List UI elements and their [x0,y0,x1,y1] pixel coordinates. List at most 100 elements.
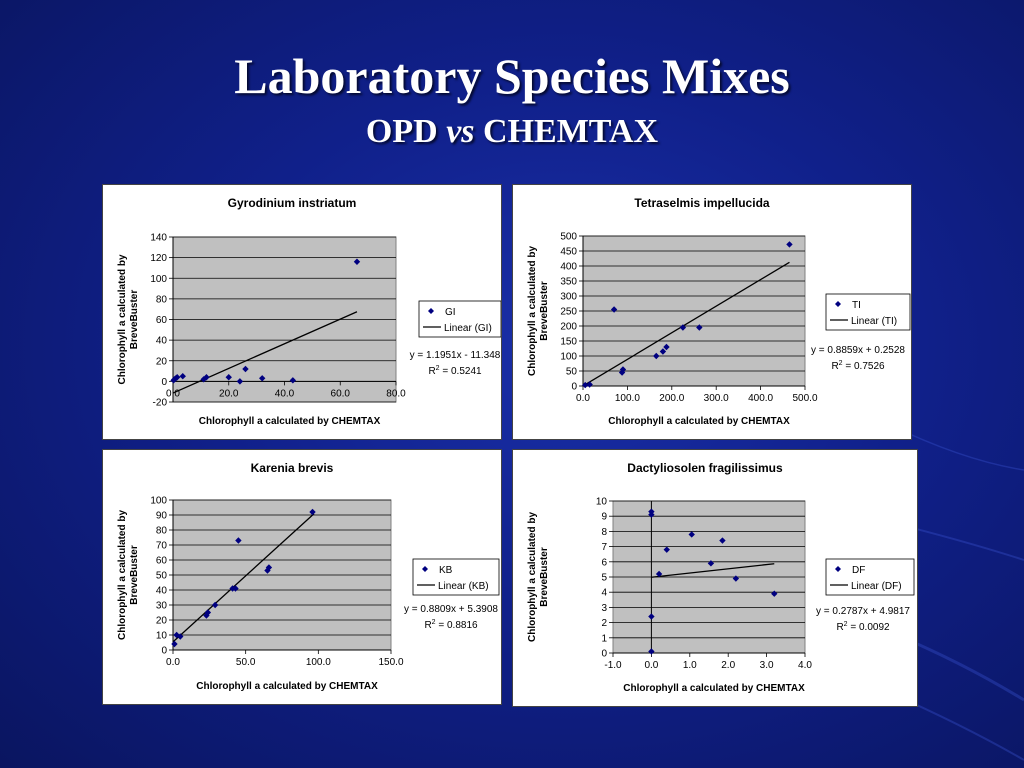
y-axis-title-line: BreveBuster [129,290,140,350]
x-axis-title: Chlorophyll a calculated by CHEMTAX [623,683,805,694]
r-squared: R2 = 0.7526 [831,360,885,372]
y-tick-label: 70 [156,541,168,552]
y-tick-label: 0 [571,382,577,393]
y-tick-label: 5 [601,573,607,584]
x-tick-label: 20.0 [219,388,239,399]
y-tick-label: -20 [153,398,168,409]
y-tick-label: 100 [150,496,167,507]
y-tick-label: 80 [156,526,168,537]
y-tick-label: 40 [156,336,168,347]
subtitle-vs: vs [446,113,475,150]
data-point [236,378,244,385]
x-tick-label: 60.0 [331,388,351,399]
y-tick-label: 100 [560,352,577,363]
chart-title: Gyrodinium instriatum [228,196,357,210]
y-axis-title-line: Chlorophyll a calculated by [527,512,538,642]
scatter-chart-gyrodinium: Gyrodinium instriatum -20 0 20 40 60 80 100 120 1… [117,196,501,427]
legend-marker [428,308,434,314]
x-tick-label: 0.0 [166,388,180,399]
data-point [232,585,239,592]
x-tick-label: 0.0 [576,393,590,404]
data-point [353,258,361,265]
data-point [309,508,316,516]
data-point [173,374,181,381]
y-tick-label: 450 [560,247,577,258]
y-tick-label: 150 [560,337,577,348]
trendline [582,261,790,387]
y-tick-label: 500 [560,232,577,243]
y-axis-title-line: BreveBuster [129,545,140,605]
legend-trendline-label: Linear (GI) [444,323,492,334]
x-tick-label: 400.0 [748,393,773,404]
y-tick-label: 100 [150,274,167,285]
y-tick-label: 0 [161,377,167,388]
y-axis-title-line: Chlorophyll a calculated by [527,246,538,376]
x-axis-title: Chlorophyll a calculated by CHEMTAX [196,681,378,692]
data-point [203,612,210,619]
scatter-chart-tetraselmis: Tetraselmis impellucida 0 50 100 150 200 250 30… [527,196,911,427]
legend-trendline-label: Linear (KB) [438,581,489,592]
y-tick-label: 400 [560,262,577,273]
scatter-chart-dactyliosolen: Dactyliosolen fragilissimus 0 1 2 3 4 5 6 7 8 9 10 -… [527,461,915,694]
legend-box [412,558,500,596]
chart-panel-karenia: Karenia brevis 0 10 20 30 40 50 60 70 80 90 100 0.0 5… [102,449,502,705]
data-point [200,376,207,383]
y-tick-label: 10 [156,631,168,642]
x-tick-label: 40.0 [275,388,295,399]
legend-marker [835,301,841,307]
legend-series-label: GI [445,307,456,318]
y-axis-title: Chlorophyll a calculated byBreveBuster [527,246,550,376]
x-tick-label: 100.0 [306,657,331,668]
data-point [653,352,660,360]
chart-title: Tetraselmis impellucida [634,196,769,210]
x-tick-label: 4.0 [798,660,812,671]
trendline-equation: y = 0.8859x + 0.2528 [811,345,905,356]
x-tick-label: 80.0 [386,388,406,399]
data-point [259,375,266,382]
y-axis-title-line: BreveBuster [539,281,550,341]
x-tick-label: 300.0 [704,393,729,404]
r-squared: R2 = 0.5241 [428,365,482,377]
y-axis-title: Chlorophyll a calculated byBreveBuster [117,510,140,640]
y-tick-label: 60 [156,556,168,567]
data-point [235,537,242,544]
x-tick-label: 200.0 [659,393,684,404]
trendline [172,513,315,643]
chart-panel-dactyliosolen: Dactyliosolen fragilissimus 0 1 2 3 4 5 6 7 8 9 10 -… [512,449,918,707]
y-axis-title-line: Chlorophyll a calculated by [117,254,128,384]
subtitle-suffix: CHEMTAX [483,113,659,150]
data-point [204,609,212,616]
legend-box [418,300,501,338]
data-point [289,377,297,384]
y-tick-label: 60 [156,315,168,326]
y-tick-label: 8 [601,527,607,538]
subtitle-prefix: OPD [365,113,438,150]
x-tick-label: 50.0 [236,657,256,668]
chart-title: Dactyliosolen fragilissimus [627,461,783,475]
y-tick-label: 0 [161,646,167,657]
r-squared: R2 = 0.8816 [424,619,478,631]
data-point [173,631,180,639]
y-tick-label: 140 [150,233,167,244]
x-tick-label: 2.0 [721,660,735,671]
y-tick-label: 50 [566,367,578,378]
data-point [663,546,670,553]
y-tick-label: 3 [601,603,607,614]
r-squared: R2 = 0.0092 [836,621,890,633]
data-point [264,567,271,574]
data-point [171,640,178,648]
trendline-equation: y = 1.1951x - 11.348 [410,350,501,361]
data-point [265,564,273,571]
slide-title: Laboratory Species Mixes [234,48,790,104]
x-tick-label: 0.0 [644,660,658,671]
y-tick-label: 200 [560,322,577,333]
slide-subtitle: OPD vs CHEMTAX [0,112,1024,152]
x-tick-label: 100.0 [615,393,640,404]
data-point [203,374,210,381]
y-tick-label: 0 [601,649,607,660]
y-axis-title: Chlorophyll a calculated byBreveBuster [527,512,550,642]
scatter-chart-karenia: Karenia brevis 0 10 20 30 40 50 60 70 80 90 100 0.0 5… [117,461,500,692]
data-point [177,633,184,640]
legend-series-label: KB [439,565,453,576]
y-tick-label: 50 [156,571,168,582]
